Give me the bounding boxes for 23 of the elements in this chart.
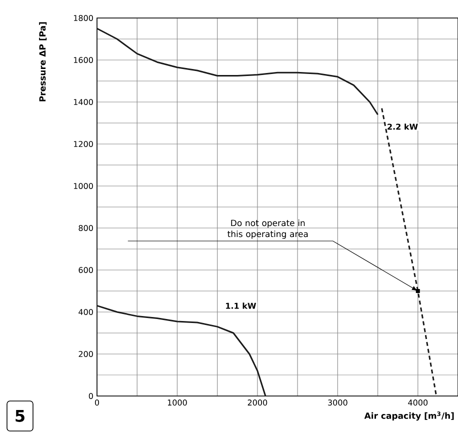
x-tick-label: 4000 — [408, 400, 428, 406]
x-axis-title: Air capacity [m$^{3}$/h] — [364, 412, 454, 421]
y-tick-label: 1200 — [74, 140, 93, 148]
y-tick-label: 1800 — [74, 14, 93, 22]
line-series — [96, 28, 379, 116]
y-axis-title: Pressure ΔP [Pa] — [39, 22, 47, 102]
x-tick-label: 2000 — [248, 400, 268, 406]
y-tick-label: 400 — [78, 308, 93, 316]
y-tick-label: 1400 — [74, 98, 93, 106]
text: 1.1 kW — [226, 302, 256, 309]
y-tick-label: 0 — [88, 392, 93, 400]
series-label: 2.2 kW — [388, 124, 418, 130]
x-tick-label: 0 — [94, 400, 100, 406]
x-tick-label: 1000 — [168, 400, 187, 406]
y-tick-label: 1000 — [74, 182, 93, 190]
annotation: Do not operate in this operating area — [228, 220, 308, 239]
y-tick-label: 200 — [78, 350, 93, 358]
y-tick-label: 1600 — [74, 56, 93, 64]
x-tick-label: 3000 — [328, 400, 348, 406]
y-tick-label: 800 — [78, 224, 93, 232]
y-tick-label: 600 — [78, 266, 93, 274]
text: 5 — [16, 410, 24, 422]
line-series — [96, 304, 266, 397]
